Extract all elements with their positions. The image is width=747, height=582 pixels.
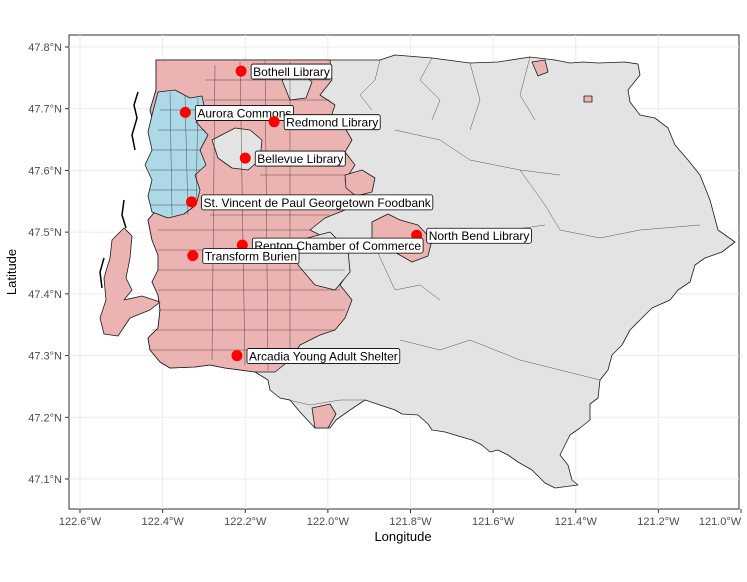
site-marker: St. Vincent de Paul Georgetown Foodbank bbox=[186, 194, 434, 211]
site-point bbox=[187, 250, 199, 262]
site-label-box bbox=[254, 150, 346, 167]
x-tick-label: 122.4°W bbox=[141, 516, 184, 528]
y-tick-label: 47.4°N bbox=[28, 289, 62, 301]
site-label-box bbox=[202, 248, 300, 264]
site-marker: Renton Chamber of Commerce bbox=[236, 237, 424, 254]
vashon-island bbox=[99, 227, 161, 337]
site-label: Arcadia Young Adult Shelter bbox=[249, 350, 398, 364]
site-marker: Bothell Library bbox=[235, 63, 333, 80]
coastline-line bbox=[121, 199, 127, 229]
y-tick-label: 47.8°N bbox=[28, 42, 62, 54]
site-label: Bothell Library bbox=[253, 65, 330, 79]
site-label: Aurora Commons bbox=[197, 106, 291, 120]
x-tick-label: 121.0°W bbox=[699, 516, 742, 528]
site-marker: Transform Burien bbox=[187, 248, 300, 264]
coastline-line bbox=[131, 91, 139, 151]
site-point bbox=[231, 350, 243, 362]
site-label: Transform Burien bbox=[205, 250, 297, 264]
site-point bbox=[235, 65, 247, 77]
coastline-fragments bbox=[99, 91, 139, 289]
site-point bbox=[186, 196, 198, 208]
y-tick-label: 47.5°N bbox=[28, 227, 62, 239]
site-label-box bbox=[250, 63, 333, 80]
site-label: Bellevue Library bbox=[257, 152, 343, 166]
x-tick-label: 122.0°W bbox=[307, 516, 350, 528]
tracts-pink-east bbox=[344, 169, 376, 197]
y-tick-label: 47.1°N bbox=[28, 474, 62, 486]
y-tick-label: 47.3°N bbox=[28, 351, 62, 363]
y-tick-label: 47.2°N bbox=[28, 412, 62, 424]
site-point bbox=[268, 116, 280, 128]
y-axis-title: Latitude bbox=[4, 249, 19, 295]
site-label: St. Vincent de Paul Georgetown Foodbank bbox=[204, 196, 432, 210]
site-label: North Bend Library bbox=[429, 229, 530, 243]
site-marker: Aurora Commons bbox=[179, 105, 294, 121]
x-tick-label: 121.2°W bbox=[637, 516, 680, 528]
x-tick-label: 121.8°W bbox=[389, 516, 432, 528]
site-label: Redmond Library bbox=[286, 116, 378, 130]
site-point bbox=[239, 152, 251, 164]
site-marker: Bellevue Library bbox=[239, 150, 346, 167]
x-axis: 122.6°W 122.4°W 122.2°W 122.0°W 121.8°W 121.6… bbox=[59, 509, 742, 528]
site-marker: Redmond Library bbox=[268, 114, 381, 131]
x-axis-title: Longitude bbox=[374, 529, 431, 544]
x-tick-label: 122.2°W bbox=[224, 516, 267, 528]
coastline-line bbox=[99, 257, 105, 289]
y-tick-label: 47.7°N bbox=[28, 104, 62, 116]
y-tick-label: 47.6°N bbox=[28, 165, 62, 177]
site-point bbox=[179, 106, 191, 118]
site-label-box bbox=[246, 348, 401, 364]
site-point bbox=[236, 239, 248, 251]
y-axis: 47.8°N 47.7°N 47.6°N 47.5°N 47.4°N 47.3°N 47.2… bbox=[28, 42, 69, 486]
site-label-box bbox=[194, 105, 294, 121]
tracts-pink-east bbox=[311, 403, 337, 429]
x-tick-label: 122.6°W bbox=[59, 516, 102, 528]
tracts-blue-seattle bbox=[144, 89, 209, 219]
x-tick-label: 121.4°W bbox=[555, 516, 598, 528]
site-label-box bbox=[201, 194, 434, 211]
site-label-box bbox=[426, 227, 532, 244]
site-marker: North Bend Library bbox=[411, 227, 532, 244]
county-region bbox=[99, 54, 736, 489]
site-marker: Arcadia Young Adult Shelter bbox=[231, 348, 401, 364]
site-label-box bbox=[283, 114, 381, 131]
tracts-pink-east bbox=[531, 59, 549, 77]
x-tick-label: 121.6°W bbox=[472, 516, 515, 528]
tracts-pink-east bbox=[583, 95, 593, 103]
